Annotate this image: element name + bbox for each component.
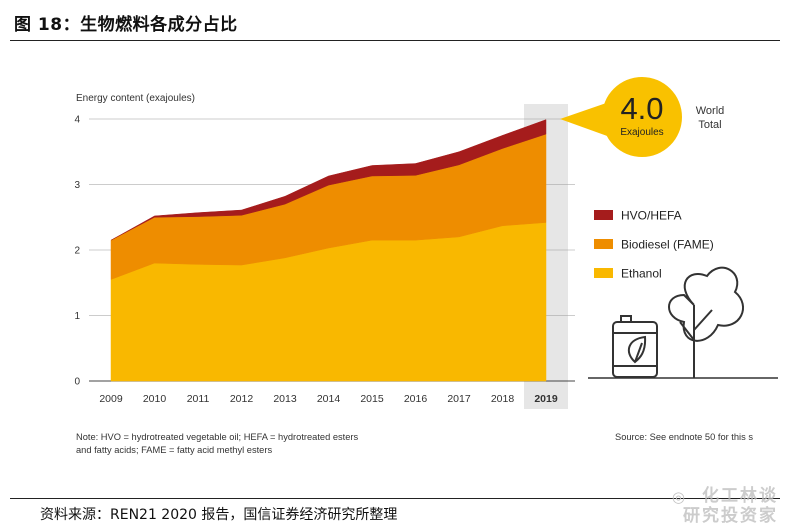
leaf-tree-icon bbox=[668, 266, 745, 378]
legend-swatch bbox=[594, 210, 613, 220]
callout-unit: Exajoules bbox=[620, 127, 663, 138]
legend-label: HVO/HEFA bbox=[621, 209, 682, 223]
legend-swatch bbox=[594, 268, 613, 278]
callout-pointer bbox=[560, 100, 615, 137]
y-axis-label: Energy content (exajoules) bbox=[76, 93, 195, 104]
figure-title: 图 18：生物燃料各成分占比 bbox=[14, 15, 238, 35]
note-line: Note: HVO = hydrotreated vegetable oil; … bbox=[76, 432, 359, 442]
y-tick-label: 1 bbox=[74, 311, 80, 322]
x-tick-label: 2015 bbox=[360, 393, 384, 405]
x-tick-label: 2016 bbox=[404, 393, 428, 405]
legend-label: Biodiesel (FAME) bbox=[621, 238, 714, 252]
watermark-line-2: 研究投资家 bbox=[683, 506, 778, 526]
watermark: 化工林谈 研究投资家 bbox=[683, 486, 778, 526]
y-tick-label: 2 bbox=[74, 246, 80, 257]
y-tick-label: 4 bbox=[74, 115, 80, 126]
area-hvo-hefa bbox=[110, 119, 547, 241]
figure-header bbox=[10, 4, 780, 41]
x-tick-label: 2018 bbox=[491, 393, 515, 405]
x-tick-label: 2009 bbox=[99, 393, 123, 405]
callout-circle bbox=[602, 77, 682, 157]
wechat-icon: ◎ bbox=[671, 488, 685, 506]
legend-swatch bbox=[594, 239, 613, 249]
legend-label: Ethanol bbox=[621, 267, 662, 281]
x-tick-label: 2014 bbox=[317, 393, 341, 405]
x-tick-label: 2012 bbox=[230, 393, 254, 405]
y-tick-label: 0 bbox=[74, 377, 80, 388]
y-tick-label: 3 bbox=[74, 180, 80, 191]
source-note: Source: See endnote 50 for this s bbox=[615, 432, 753, 442]
watermark-line-1: 化工林谈 bbox=[702, 486, 778, 506]
footer-rule bbox=[10, 498, 780, 499]
x-tick-label: 2013 bbox=[273, 393, 297, 405]
world-total-label: World bbox=[696, 105, 725, 117]
figure-source: 资料来源：REN21 2020 报告，国信证券经济研究所整理 bbox=[40, 507, 398, 523]
x-tick-label: 2019 bbox=[534, 393, 558, 405]
fuel-barrel-icon bbox=[612, 315, 658, 378]
x-tick-label: 2011 bbox=[187, 393, 210, 405]
world-total-label: Total bbox=[698, 119, 721, 131]
x-tick-label: 2010 bbox=[143, 393, 167, 405]
x-tick-label: 2017 bbox=[447, 393, 471, 405]
note-line: and fatty acids; FAME = fatty acid methy… bbox=[76, 445, 272, 455]
callout-value: 4.0 bbox=[620, 91, 663, 126]
